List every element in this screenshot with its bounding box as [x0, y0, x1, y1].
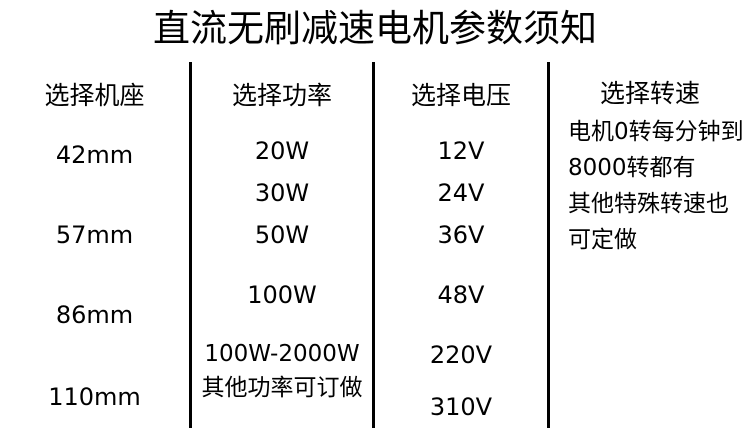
voltage-option: 220V [429, 341, 493, 369]
page-title: 直流无刷减速电机参数须知 [153, 7, 597, 50]
voltage-option: 310V [429, 393, 493, 421]
column-divider-1 [189, 62, 192, 428]
speed-note-line: 8000转都有 [568, 155, 696, 181]
frame-size-option: 86mm [55, 301, 134, 329]
power-option: 50W [254, 221, 310, 249]
column-power: 选择功率 20W 30W 50W 100W 100W-2000W 其他功率可订做 [192, 62, 372, 428]
column-header-frame-size: 选择机座 [44, 81, 145, 110]
voltage-option: 24V [437, 179, 485, 207]
frame-size-option: 42mm [55, 141, 134, 169]
column-header-speed: 选择转速 [599, 79, 700, 108]
power-option: 100W [247, 281, 317, 309]
voltage-option: 48V [437, 281, 485, 309]
frame-size-option: 110mm [48, 383, 141, 411]
power-option-range: 100W-2000W [204, 341, 360, 367]
speed-note-line: 可定做 [568, 227, 637, 253]
column-divider-2 [372, 62, 375, 428]
column-header-voltage: 选择电压 [410, 81, 511, 110]
column-header-power: 选择功率 [231, 81, 332, 110]
voltage-option: 12V [437, 137, 485, 165]
power-option: 30W [254, 179, 310, 207]
power-option-custom-note: 其他功率可订做 [201, 375, 363, 401]
column-divider-3 [547, 62, 550, 428]
speed-note-line: 其他特殊转速也 [568, 191, 729, 217]
column-frame-size: 选择机座 42mm 57mm 86mm 110mm [0, 62, 189, 428]
column-voltage: 选择电压 12V 24V 36V 48V 220V 310V [375, 62, 547, 428]
voltage-option: 36V [437, 221, 485, 249]
column-speed: 选择转速 电机0转每分钟到 8000转都有 其他特殊转速也 可定做 [550, 62, 750, 428]
frame-size-option: 57mm [55, 221, 134, 249]
power-option: 20W [254, 137, 310, 165]
speed-note-line: 电机0转每分钟到 [568, 119, 744, 145]
